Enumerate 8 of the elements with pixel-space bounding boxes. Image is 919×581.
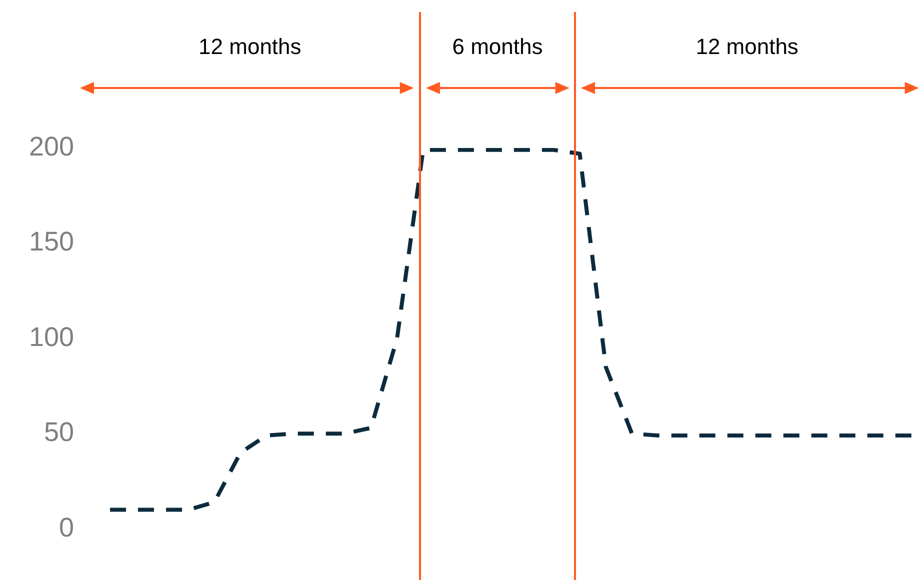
y-tick-label: 50 <box>44 417 74 448</box>
y-tick-label: 0 <box>58 512 74 542</box>
y-tick-label: 150 <box>28 226 74 257</box>
text: 12 months <box>694 34 800 60</box>
text: 6 months <box>451 34 544 60</box>
text: 12 months <box>198 34 302 60</box>
y-tick-label: 200 <box>28 131 74 162</box>
y-tick-label: 100 <box>28 322 74 352</box>
